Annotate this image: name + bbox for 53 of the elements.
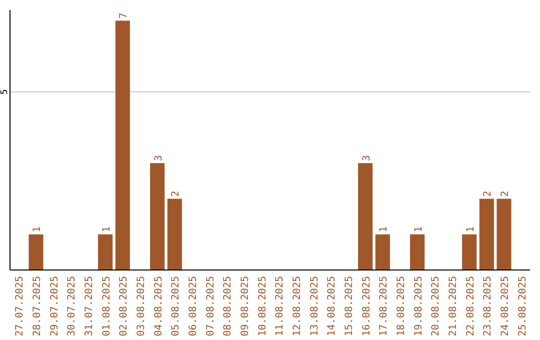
bar bbox=[479, 198, 494, 270]
x-tick-label: 23.08.2025 bbox=[482, 276, 494, 336]
x-tick-label: 01.08.2025 bbox=[101, 276, 112, 336]
x-tick-label: 24.08.2025 bbox=[500, 276, 511, 336]
data-label: 1 bbox=[101, 226, 112, 232]
x-tick-label: 13.08.2025 bbox=[309, 276, 320, 336]
x-tick-label: 27.07.2025 bbox=[14, 276, 26, 336]
x-tick-label: 25.08.2025 bbox=[517, 276, 528, 336]
x-tick-label: 07.08.2025 bbox=[205, 276, 216, 336]
bar bbox=[150, 163, 165, 270]
data-label: 3 bbox=[361, 155, 372, 162]
data-label: 2 bbox=[482, 190, 494, 197]
x-tick-label: 02.08.2025 bbox=[118, 276, 130, 336]
data-label: 1 bbox=[32, 226, 43, 232]
data-label: 2 bbox=[170, 190, 182, 197]
x-tick-label: 09.08.2025 bbox=[240, 276, 251, 336]
x-tick-label: 06.08.2025 bbox=[188, 276, 199, 336]
x-tick-label: 12.08.2025 bbox=[292, 276, 303, 336]
x-tick-label: 17.08.2025 bbox=[378, 276, 390, 336]
data-label: 2 bbox=[500, 190, 511, 197]
x-tick-label: 05.08.2025 bbox=[170, 276, 182, 336]
x-tick-label: 19.08.2025 bbox=[413, 276, 424, 336]
bar bbox=[28, 234, 44, 270]
bar bbox=[115, 20, 130, 270]
x-tick-label: 18.08.2025 bbox=[396, 276, 407, 336]
x-tick-label: 15.08.2025 bbox=[344, 276, 355, 336]
x-tick-label: 31.07.2025 bbox=[84, 276, 95, 336]
x-tick-label: 08.08.2025 bbox=[222, 276, 234, 336]
data-label: 1 bbox=[378, 226, 390, 232]
y-tick-label: 5 bbox=[0, 89, 10, 95]
bar bbox=[462, 234, 477, 270]
x-tick-label: 16.08.2025 bbox=[361, 276, 372, 336]
x-tick-label: 04.08.2025 bbox=[153, 276, 164, 336]
x-tick-label: 22.08.2025 bbox=[465, 276, 476, 336]
x-tick-label: 30.07.2025 bbox=[66, 276, 78, 336]
data-label: 1 bbox=[465, 226, 476, 232]
data-label: 3 bbox=[153, 155, 164, 162]
x-tick-label: 20.08.2025 bbox=[430, 276, 442, 336]
data-label: 1 bbox=[413, 226, 424, 232]
bar bbox=[98, 234, 113, 270]
x-tick-label: 29.07.2025 bbox=[49, 276, 60, 336]
bar bbox=[410, 234, 425, 270]
bar bbox=[375, 234, 390, 270]
data-label: 7 bbox=[118, 12, 130, 19]
bar bbox=[167, 198, 182, 270]
x-tick-label: 28.07.2025 bbox=[32, 276, 43, 336]
bar bbox=[358, 163, 373, 270]
bar bbox=[496, 198, 512, 270]
x-tick-label: 21.08.2025 bbox=[448, 276, 459, 336]
x-tick-label: 03.08.2025 bbox=[136, 276, 147, 336]
x-tick-label: 10.08.2025 bbox=[257, 276, 268, 336]
x-tick-label: 11.08.2025 bbox=[274, 276, 286, 336]
x-tick-label: 14.08.2025 bbox=[326, 276, 338, 336]
